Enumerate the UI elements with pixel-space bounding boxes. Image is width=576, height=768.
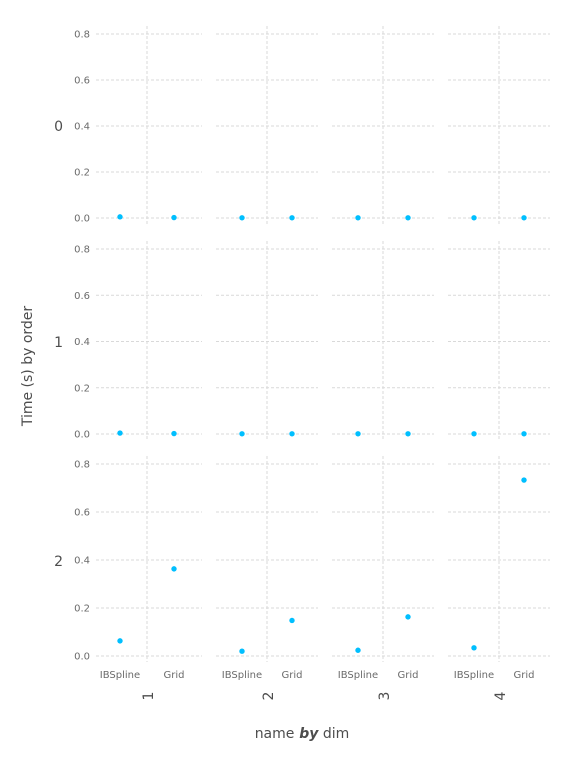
y-tick-label: 0.8	[74, 460, 90, 471]
y-tick-label: 0.0	[74, 652, 90, 663]
row-facet-label: 1	[54, 335, 63, 351]
x-tick-label: IBSpline	[100, 670, 140, 681]
data-point	[117, 430, 123, 436]
y-tick-label: 0.4	[74, 556, 90, 567]
y-tick-label: 0.2	[74, 383, 90, 394]
data-point	[239, 648, 245, 654]
data-point	[289, 215, 295, 221]
y-tick-label: 0.2	[74, 604, 90, 615]
data-point	[171, 430, 177, 437]
y-tick-label: 0.0	[74, 214, 90, 225]
y-tick-label: 0.4	[74, 337, 90, 348]
y-tick-label: 0.6	[74, 76, 90, 87]
row-facet-label: 2	[54, 554, 63, 570]
x-axis-label: name by dim	[255, 726, 350, 742]
x-tick-label: Grid	[164, 670, 185, 681]
data-point	[171, 566, 177, 572]
column-facet-label: 3	[377, 692, 393, 701]
data-point	[521, 215, 527, 221]
x-tick-label: IBSpline	[222, 670, 262, 681]
data-point	[117, 638, 123, 644]
data-point	[117, 214, 123, 220]
data-point	[355, 215, 361, 221]
column-facet-label: 2	[261, 692, 277, 701]
data-point	[239, 431, 245, 437]
data-point	[405, 215, 411, 221]
data-point	[355, 431, 361, 437]
x-tick-label: IBSpline	[338, 670, 378, 681]
data-point	[405, 614, 411, 620]
x-axis-label-part: name	[255, 726, 295, 742]
x-tick-label: Grid	[514, 670, 535, 681]
data-point	[171, 214, 177, 221]
data-point	[471, 215, 477, 221]
data-point	[289, 617, 295, 624]
x-tick-label: Grid	[398, 670, 419, 681]
x-tick-label: Grid	[282, 670, 303, 681]
data-point	[355, 647, 361, 653]
y-tick-label: 0.4	[74, 122, 90, 133]
data-point	[521, 431, 527, 437]
x-axis-label-part: dim	[318, 726, 349, 742]
data-point	[471, 431, 477, 437]
data-point	[239, 215, 245, 221]
y-tick-label: 0.8	[74, 245, 90, 256]
data-point	[405, 431, 411, 437]
column-facet-label: 4	[493, 691, 509, 700]
y-tick-label: 0.8	[74, 30, 90, 41]
column-facet-label: 1	[141, 692, 157, 701]
data-point	[471, 645, 477, 651]
y-tick-label: 0.6	[74, 291, 90, 302]
data-point	[521, 477, 527, 483]
y-tick-label: 0.6	[74, 508, 90, 519]
x-tick-label: IBSpline	[454, 670, 494, 681]
y-axis-label: Time (s) by order	[20, 306, 36, 428]
y-tick-label: 0.2	[74, 168, 90, 179]
y-tick-label: 0.0	[74, 430, 90, 441]
x-axis-label-part: by	[294, 726, 319, 742]
row-facet-label: 0	[54, 119, 63, 135]
data-point	[289, 431, 295, 437]
